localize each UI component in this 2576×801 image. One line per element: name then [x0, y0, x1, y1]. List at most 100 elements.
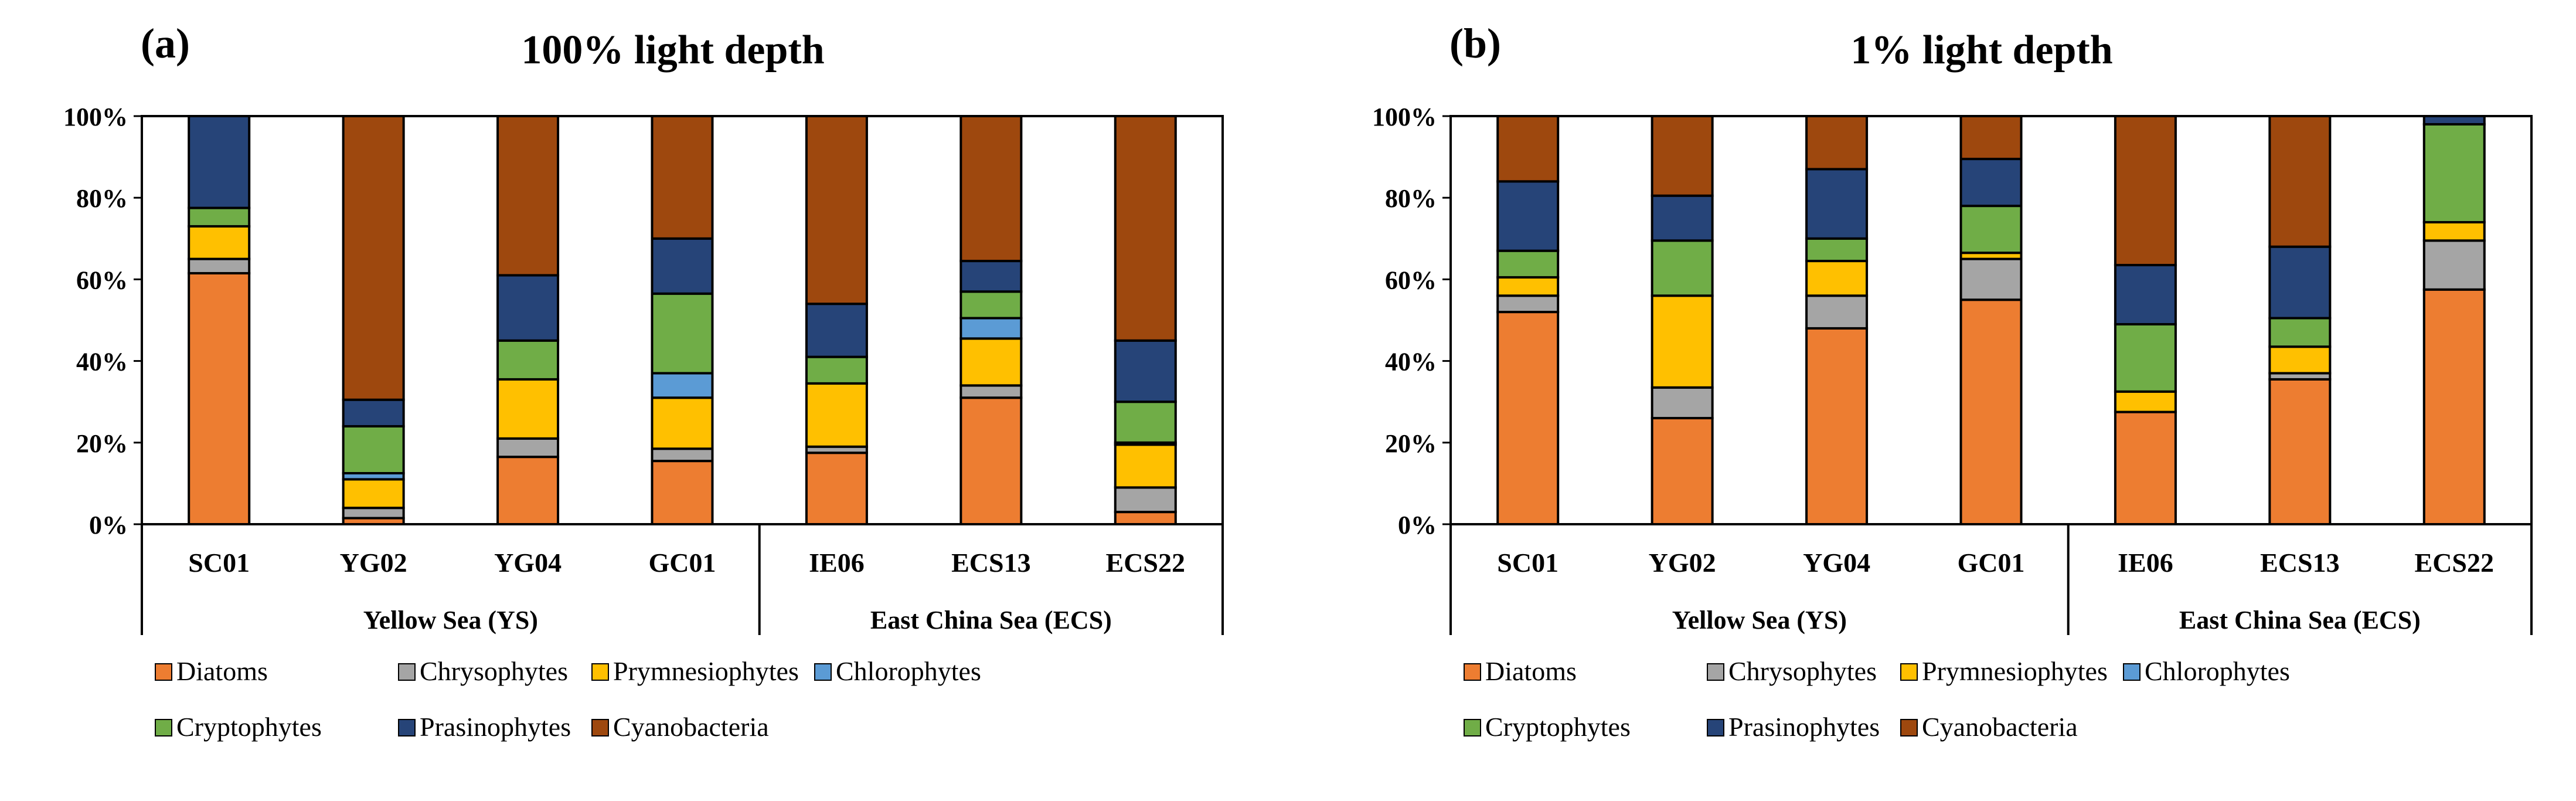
panel-label: (a) — [141, 20, 190, 67]
x-tick-label: ECS22 — [1106, 548, 1185, 578]
bar-cryptophytes-yg02 — [342, 425, 405, 475]
bar-prymnesiophytes-yg04 — [1805, 260, 1869, 297]
y-tick-label: 100% — [1372, 103, 1437, 131]
x-tick-label: YG02 — [1649, 548, 1716, 578]
x-tick-label: IE06 — [2118, 548, 2173, 578]
bar-chrysophytes-yg02 — [1651, 386, 1714, 420]
bar-cyanobacteria-ecs22 — [1114, 115, 1177, 342]
bar-prasinophytes-yg04 — [1805, 168, 1869, 240]
bar-prasinophytes-ecs22 — [1114, 339, 1177, 403]
bar-diatoms-gc01 — [1959, 298, 2023, 525]
bar-diatoms-ie06 — [2114, 410, 2177, 525]
bar-cryptophytes-gc01 — [1959, 205, 2023, 254]
bar-diatoms-sc01 — [1496, 311, 1560, 526]
bar-cryptophytes-sc01 — [1496, 249, 1560, 279]
bar-prymnesiophytes-yg02 — [1651, 294, 1714, 389]
plot-frame — [141, 115, 1224, 525]
bar-chrysophytes-sc01 — [1496, 294, 1560, 314]
y-tick-label: 60% — [1385, 266, 1437, 294]
bar-prymnesiophytes-ecs22 — [1114, 443, 1177, 489]
bar-cyanobacteria-gc01 — [1959, 115, 2023, 161]
bar-cryptophytes-ecs22 — [2422, 123, 2486, 223]
bar-prasinophytes-ecs22 — [2422, 115, 2486, 125]
bar-prymnesiophytes-yg02 — [342, 478, 405, 510]
legend-swatch-chlorophytes — [2123, 663, 2141, 681]
y-tick-label: 0% — [1398, 511, 1437, 539]
bar-cryptophytes-yg04 — [1805, 237, 1869, 263]
legend-label: Cyanobacteria — [613, 712, 769, 742]
y-tick-label: 20% — [76, 429, 128, 458]
bar-cyanobacteria-yg02 — [342, 115, 405, 401]
legend-swatch-prasinophytes — [398, 719, 416, 736]
bar-prasinophytes-ie06 — [2114, 264, 2177, 325]
bar-prymnesiophytes-ie06 — [2114, 390, 2177, 413]
bar-prymnesiophytes-ecs13 — [959, 337, 1023, 387]
bar-chrysophytes-ecs22 — [2422, 239, 2486, 291]
bar-cyanobacteria-ecs13 — [2268, 115, 2332, 248]
bar-cryptophytes-ecs22 — [1114, 400, 1177, 444]
x-tick-label: ECS22 — [2415, 548, 2494, 578]
group-label: East China Sea (ECS) — [870, 606, 1112, 634]
bar-chlorophytes-gc01 — [651, 372, 714, 399]
chart-title: 100% light depth — [521, 28, 824, 73]
bar-prasinophytes-yg02 — [1651, 194, 1714, 242]
x-tick-label: YG04 — [1803, 548, 1870, 578]
bar-prasinophytes-yg04 — [496, 274, 560, 342]
bar-prymnesiophytes-ecs22 — [2422, 220, 2486, 242]
bar-prasinophytes-sc01 — [1496, 180, 1560, 252]
y-tick-label: 0% — [89, 511, 128, 539]
bar-diatoms-sc01 — [188, 271, 251, 525]
bar-diatoms-ecs13 — [959, 396, 1023, 525]
x-tick-label: YG04 — [494, 548, 562, 578]
x-tick-label: IE06 — [809, 548, 865, 578]
legend-swatch-chrysophytes — [1707, 663, 1724, 681]
group-label: Yellow Sea (YS) — [363, 606, 538, 634]
bar-chrysophytes-gc01 — [651, 447, 714, 463]
bar-prasinophytes-sc01 — [188, 115, 251, 209]
panel-b: (b) 1% light depth 0% 20% 40% 60% 80% 100% SC01 Y… — [1372, 20, 2533, 742]
bar-diatoms-gc01 — [651, 460, 714, 525]
bar-cyanobacteria-ie06 — [805, 115, 868, 306]
bar-prymnesiophytes-ecs13 — [2268, 345, 2332, 375]
bar-cyanobacteria-gc01 — [651, 115, 714, 240]
legend-label: Chlorophytes — [2145, 656, 2290, 686]
bar-chrysophytes-yg04 — [496, 437, 560, 459]
bar-cryptophytes-ecs13 — [959, 290, 1023, 320]
bar-prymnesiophytes-sc01 — [188, 225, 251, 260]
bar-cyanobacteria-yg04 — [1805, 115, 1869, 171]
bar-prasinophytes-ie06 — [805, 303, 868, 358]
legend-swatch-diatoms — [155, 663, 172, 681]
legend-swatch-diatoms — [1464, 663, 1481, 681]
bar-cyanobacteria-ie06 — [2114, 115, 2177, 267]
x-tick-label: GC01 — [1958, 548, 2025, 578]
x-tick-label: GC01 — [649, 548, 716, 578]
x-tick-label: YG02 — [340, 548, 407, 578]
bar-cryptophytes-ie06 — [805, 355, 868, 385]
legend-swatch-chlorophytes — [814, 663, 832, 681]
bar-cyanobacteria-sc01 — [1496, 115, 1560, 183]
group-label: East China Sea (ECS) — [2179, 606, 2421, 634]
legend-swatch-prymnesiophytes — [1900, 663, 1918, 681]
legend-label: Diatoms — [176, 656, 268, 686]
bar-diatoms-ecs22 — [1114, 511, 1177, 525]
legend-swatch-prymnesiophytes — [591, 663, 609, 681]
bar-cryptophytes-yg04 — [496, 339, 560, 381]
bar-prymnesiophytes-sc01 — [1496, 276, 1560, 297]
panel-label: (b) — [1449, 20, 1501, 67]
bar-cyanobacteria-ecs13 — [959, 115, 1023, 263]
x-tick-label: ECS13 — [951, 548, 1030, 578]
legend-swatch-cyanobacteria — [591, 719, 609, 736]
legend-label: Chrysophytes — [1728, 656, 1877, 686]
x-tick-label: SC01 — [188, 548, 250, 578]
y-tick-label: 100% — [63, 103, 128, 131]
chart-title: 1% light depth — [1850, 28, 2112, 73]
bar-diatoms-yg02 — [1651, 417, 1714, 525]
bar-prasinophytes-yg02 — [342, 398, 405, 427]
legend-label: Cryptophytes — [176, 712, 322, 742]
bar-prasinophytes-ecs13 — [959, 260, 1023, 293]
bar-chrysophytes-ecs13 — [959, 384, 1023, 399]
bar-cryptophytes-ie06 — [2114, 323, 2177, 393]
bar-chrysophytes-gc01 — [1959, 257, 2023, 301]
x-tick-label: ECS13 — [2260, 548, 2339, 578]
